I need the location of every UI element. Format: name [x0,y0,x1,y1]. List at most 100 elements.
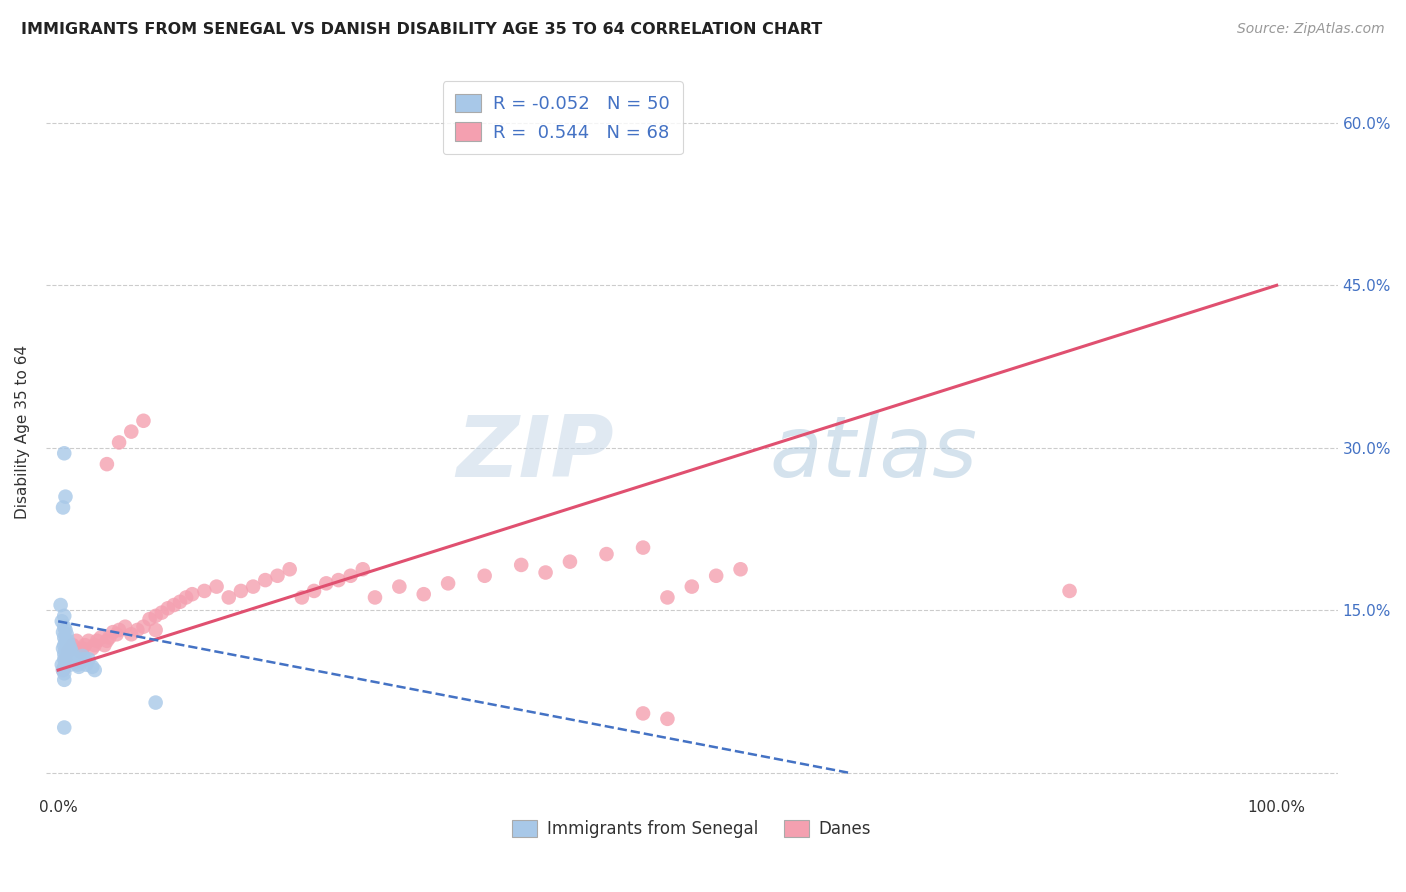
Point [62,638,84,652]
Point [55,656,77,670]
Point [52,500,75,515]
Point [101,625,124,640]
Point [53,652,76,666]
Point [631,541,654,555]
Point [150,606,173,620]
Point [82,641,104,656]
Point [51,657,73,672]
Point [412,587,434,601]
Point [254,573,277,587]
Point [558,555,581,569]
Point [657,591,679,605]
Point [681,580,703,594]
Point [145,696,167,710]
Point [595,547,617,561]
Point [96,457,118,471]
Point [302,583,325,598]
Point [437,576,460,591]
Point [510,558,533,572]
Point [114,620,136,634]
Point [73,638,96,652]
Point [352,562,374,576]
Point [53,721,76,735]
Point [53,660,76,674]
Point [163,598,186,612]
Point [53,647,76,661]
Point [56,633,79,648]
Point [53,620,76,634]
Y-axis label: Disability Age 35 to 64: Disability Age 35 to 64 [15,344,30,518]
Point [69,645,91,659]
Point [364,591,387,605]
Point [53,666,76,681]
Point [72,641,94,656]
Point [98,631,121,645]
Point [62,648,84,663]
Point [72,648,94,663]
Point [55,648,77,663]
Point [75,657,97,672]
Point [181,587,204,601]
Point [53,673,76,687]
Point [52,663,75,677]
Point [51,615,73,629]
Point [55,490,77,504]
Point [242,580,264,594]
Point [55,638,77,652]
Point [278,562,301,576]
Point [86,633,108,648]
Point [145,608,167,623]
Point [96,633,118,648]
Point [315,576,337,591]
Point [65,652,87,666]
Point [145,623,167,637]
Point [77,633,100,648]
Point [108,623,131,637]
Point [59,641,82,656]
Point [291,591,314,605]
Point [205,580,228,594]
Point [174,591,197,605]
Point [156,601,179,615]
Point [388,580,411,594]
Point [73,652,96,666]
Point [127,623,149,637]
Point [55,627,77,641]
Point [266,568,288,582]
Point [1059,583,1081,598]
Point [93,638,115,652]
Point [82,660,104,674]
Point [53,638,76,652]
Point [730,562,752,576]
Point [339,568,361,582]
Point [132,620,155,634]
Point [138,612,160,626]
Point [55,633,77,648]
Point [56,645,79,659]
Point [55,652,77,666]
Point [474,568,496,582]
Point [59,650,82,665]
Point [218,591,240,605]
Point [704,568,727,582]
Point [60,645,83,659]
Point [105,627,128,641]
Point [55,645,77,659]
Point [193,583,215,598]
Point [63,652,86,666]
Point [108,435,131,450]
Point [58,638,80,652]
Point [63,656,86,670]
Point [67,660,90,674]
Point [229,583,252,598]
Point [328,573,350,587]
Point [52,625,75,640]
Point [534,566,557,580]
Point [59,641,82,656]
Point [59,657,82,672]
Point [657,712,679,726]
Point [132,414,155,428]
Text: ZIP: ZIP [457,412,614,495]
Point [69,652,91,666]
Point [56,652,79,666]
